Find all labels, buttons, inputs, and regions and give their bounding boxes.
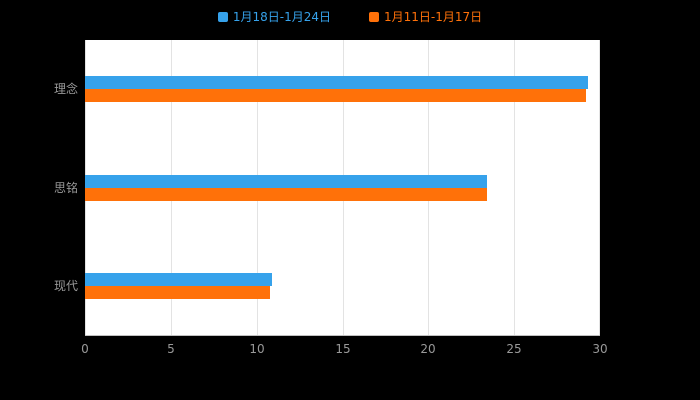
legend: 1月18日-1月24日 1月11日-1月17日 — [0, 8, 700, 25]
x-tick-label: 0 — [81, 342, 89, 356]
y-category-label: 思铭 — [53, 180, 78, 195]
bar-orange — [85, 89, 586, 102]
bar-blue — [85, 76, 588, 89]
y-category-label: 现代 — [53, 278, 78, 293]
legend-item-jan11-17[interactable]: 1月11日-1月17日 — [369, 8, 482, 25]
bar-orange — [85, 188, 487, 201]
x-tick-label: 10 — [249, 342, 265, 356]
plot-area — [85, 40, 600, 336]
bar-orange — [85, 286, 270, 299]
legend-label-jan18-24: 1月18日-1月24日 — [232, 10, 331, 24]
y-category-label: 理念 — [53, 82, 78, 97]
legend-swatch-blue-icon — [217, 11, 228, 22]
bar-blue — [85, 273, 272, 286]
legend-swatch-orange-icon — [369, 11, 379, 22]
bar-blue — [85, 175, 487, 188]
x-tick-label: 5 — [167, 342, 175, 356]
legend-item-jan18-24[interactable]: 1月18日-1月24日 — [217, 8, 331, 25]
x-tick-label: 30 — [592, 342, 608, 356]
x-tick-label: 25 — [506, 342, 522, 356]
x-tick-label: 20 — [420, 342, 436, 356]
legend-label-jan11-17: 1月11日-1月17日 — [384, 10, 483, 24]
gridline — [514, 40, 515, 335]
x-tick-label: 15 — [335, 342, 351, 356]
gridline — [599, 40, 600, 335]
